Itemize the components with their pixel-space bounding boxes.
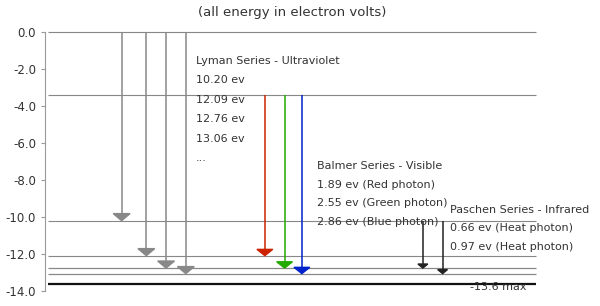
- Polygon shape: [277, 262, 292, 268]
- Text: 10.20 ev: 10.20 ev: [196, 75, 244, 85]
- Text: 12.76 ev: 12.76 ev: [196, 114, 245, 124]
- Polygon shape: [437, 270, 448, 274]
- Text: 0.97 ev (Heat photon): 0.97 ev (Heat photon): [450, 242, 573, 252]
- Text: 1.89 ev (Red photon): 1.89 ev (Red photon): [317, 180, 434, 190]
- Text: Paschen Series - Infrared: Paschen Series - Infrared: [450, 205, 589, 215]
- Text: ...: ...: [196, 153, 206, 163]
- Text: -13.6 max: -13.6 max: [470, 282, 527, 292]
- Text: 2.55 ev (Green photon): 2.55 ev (Green photon): [317, 198, 447, 208]
- Polygon shape: [418, 264, 428, 268]
- Title: (all energy in electron volts): (all energy in electron volts): [198, 6, 386, 19]
- Polygon shape: [138, 249, 155, 256]
- Text: 13.06 ev: 13.06 ev: [196, 134, 244, 144]
- Text: 2.86 ev (Blue photon): 2.86 ev (Blue photon): [317, 217, 438, 227]
- Polygon shape: [257, 249, 273, 256]
- Text: Balmer Series - Visible: Balmer Series - Visible: [317, 161, 442, 171]
- Text: 12.09 ev: 12.09 ev: [196, 95, 245, 105]
- Polygon shape: [294, 267, 310, 274]
- Polygon shape: [158, 261, 175, 268]
- Polygon shape: [113, 214, 130, 221]
- Polygon shape: [178, 267, 194, 274]
- Text: Lyman Series - Ultraviolet: Lyman Series - Ultraviolet: [196, 56, 340, 66]
- Text: 0.66 ev (Heat photon): 0.66 ev (Heat photon): [450, 223, 573, 233]
